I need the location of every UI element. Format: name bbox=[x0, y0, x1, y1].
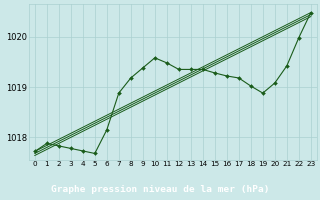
Text: Graphe pression niveau de la mer (hPa): Graphe pression niveau de la mer (hPa) bbox=[51, 185, 269, 194]
